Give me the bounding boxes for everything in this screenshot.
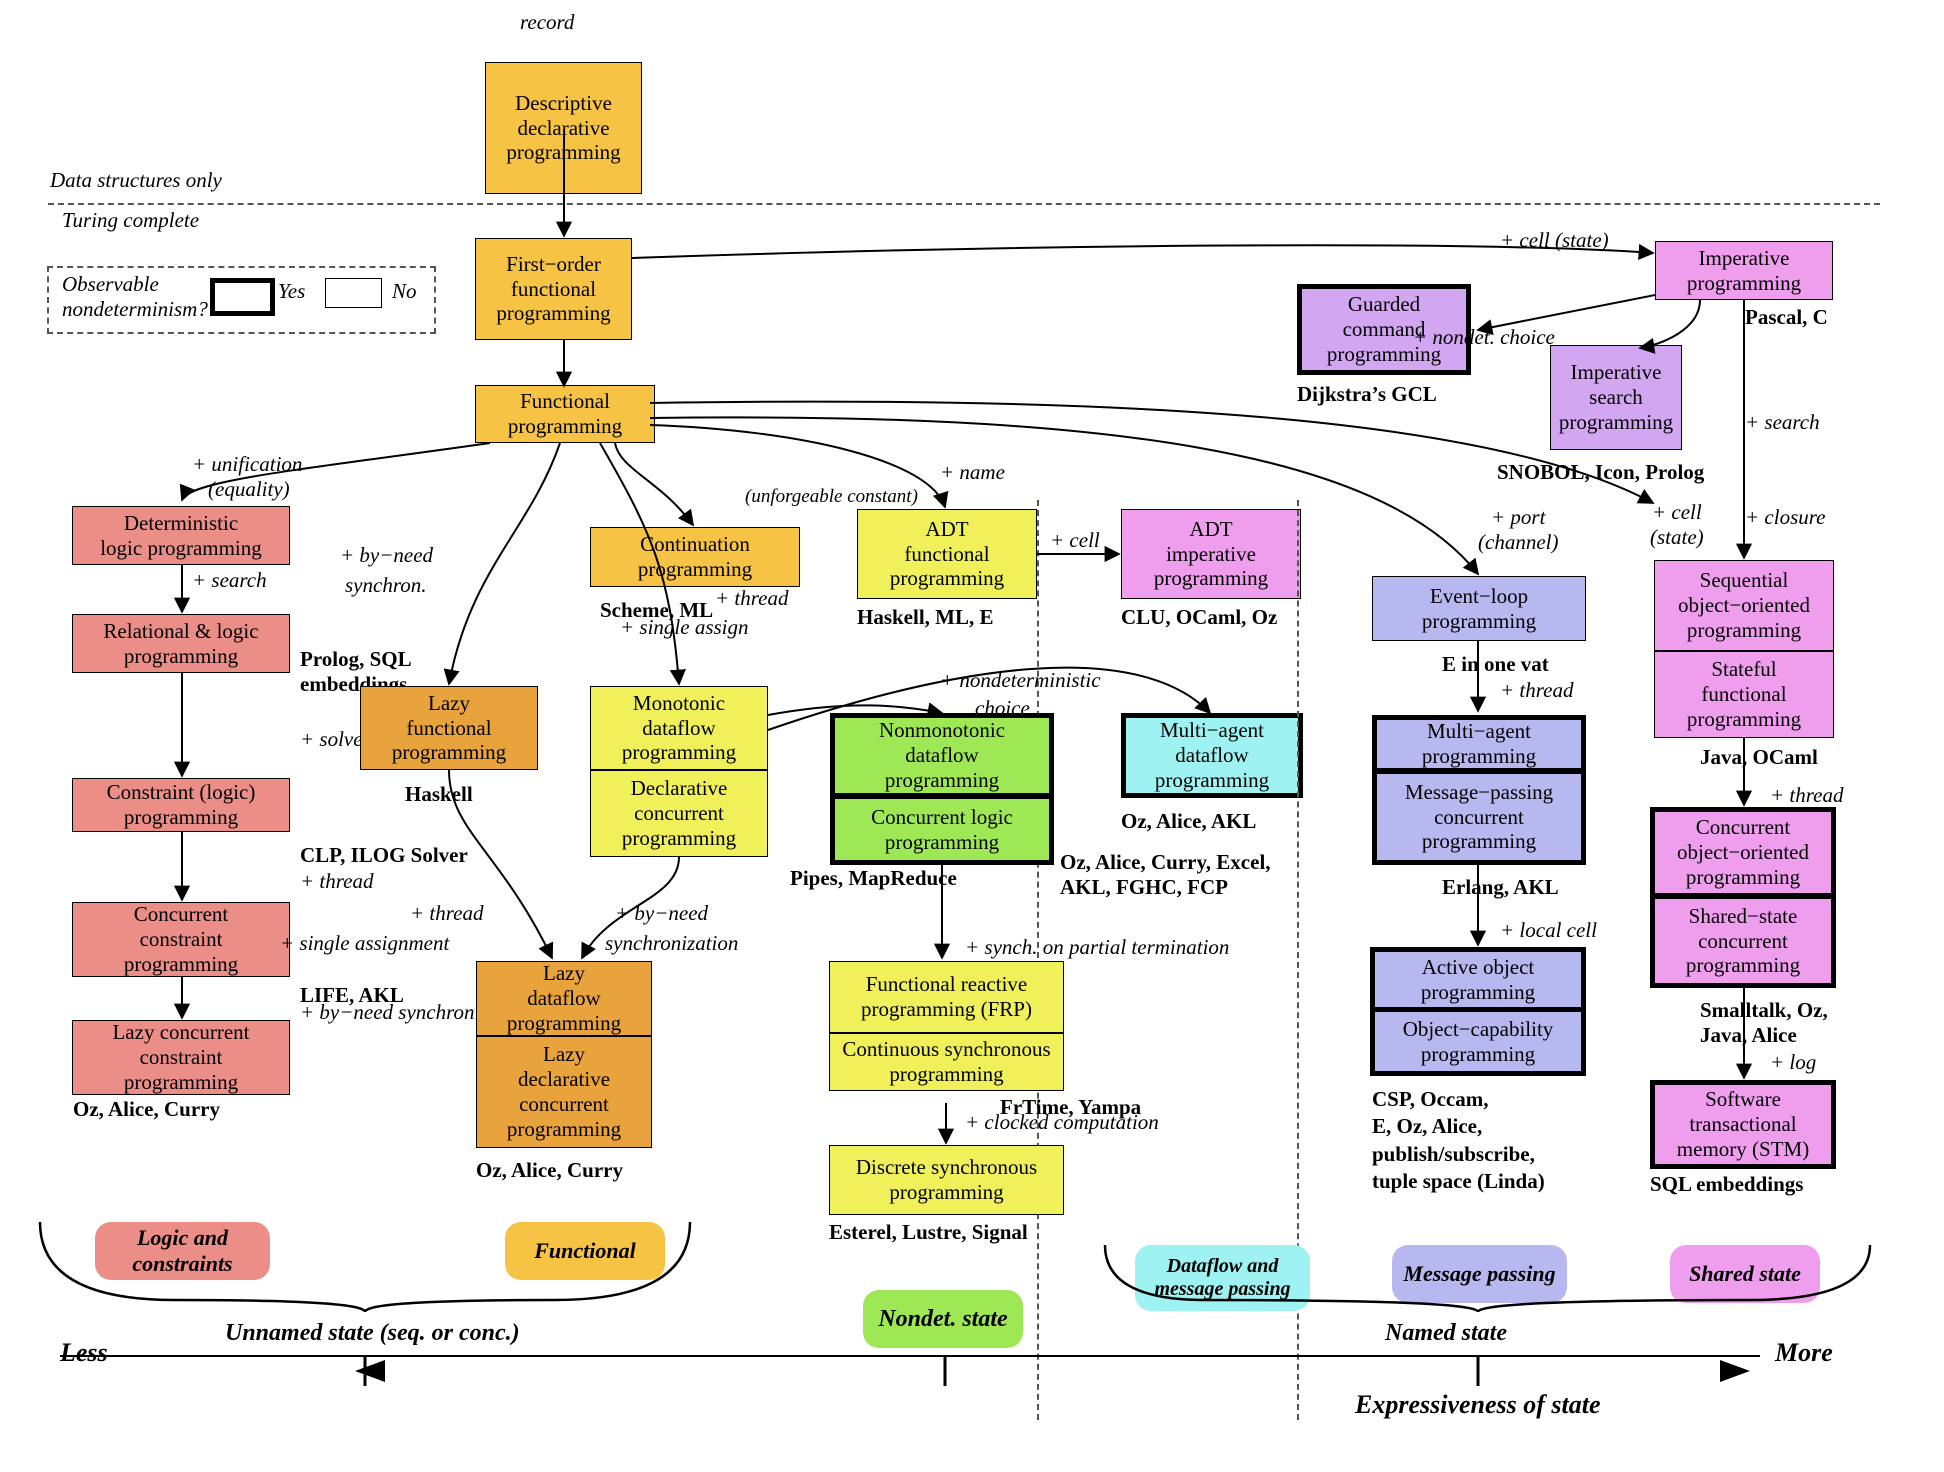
svg-text:+ by−need: + by−need [615,901,709,925]
svg-text:+ single assign: + single assign [620,615,749,639]
svg-text:+ thread: + thread [410,901,484,925]
svg-text:choice: choice [975,696,1030,720]
svg-text:+ single assignment: + single assignment [280,931,450,955]
svg-text:+ by−need: + by−need [340,543,434,567]
svg-text:+ nondeterministic: + nondeterministic [940,668,1101,692]
svg-text:+ thread: + thread [715,586,789,610]
svg-text:synchronization: synchronization [605,931,738,955]
svg-text:synchron.: synchron. [345,573,426,597]
